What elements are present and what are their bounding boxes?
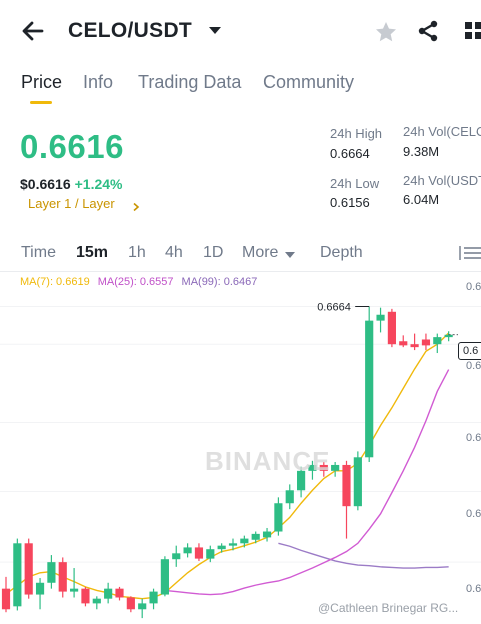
ma25-label: MA(25): 0.6557 [97,276,174,288]
candle-body [240,538,249,544]
candle-body [70,588,79,592]
candle-body [285,490,294,504]
star-icon[interactable] [374,20,398,44]
tab-trading-data[interactable]: Trading Data [138,72,242,92]
candle-body [376,314,385,321]
share-icon[interactable] [416,19,440,43]
chart-canvas[interactable]: 0.6664 [0,290,481,624]
high-label: 24h High [330,126,383,141]
high-marker-label: 0.6664 [317,301,351,313]
low-value: 0.6156 [330,195,370,210]
interval-time[interactable]: Time [21,244,56,261]
candle-body [104,588,113,599]
ma25-line [164,369,450,596]
candle-body [262,531,272,538]
candle-body [172,553,181,560]
dropdown-caret-icon[interactable] [207,22,223,38]
tab-price[interactable]: Price [21,72,63,92]
category-tag[interactable]: Layer 1 / Layer [28,196,115,211]
candle-body [58,562,67,592]
interval-4h[interactable]: 4h [165,244,183,261]
candle-body [13,543,22,607]
candle-body [387,311,396,345]
candle-body [24,543,33,595]
pair-title[interactable]: CELO/USDT [68,19,193,42]
grid-icon[interactable] [464,21,481,41]
interval-more[interactable]: More [242,244,279,261]
ma99-label: MA(99): 0.6467 [181,276,258,288]
candle-body [47,562,56,583]
active-tab-indicator [30,101,52,104]
candle-body [421,339,431,346]
candle-body [35,582,45,595]
candle-body [126,597,135,610]
candle-body [149,591,158,604]
candle-body [274,503,283,532]
candle-body [194,547,204,559]
depth-tab[interactable]: Depth [320,244,363,261]
candle-body [433,337,442,345]
candle-body [251,533,260,540]
ma7-label: MA(7): 0.6619 [20,276,90,288]
candle-body [115,588,124,598]
ma-legend: MA(7): 0.6619 MA(25): 0.6557 MA(99): 0.646… [20,276,257,288]
watermark: BINANCE [205,446,331,476]
last-price: 0.6616 [20,128,124,165]
tab-community[interactable]: Community [263,72,355,92]
fiat-price-row: $0.6616 +1.24% [20,176,122,192]
vol-quote-label: 24h Vol(USDT) [403,173,481,188]
candle-body [217,545,226,550]
candle-body [183,547,192,554]
more-caret-icon[interactable] [285,246,295,258]
fiat-price: $0.6616 [20,176,71,192]
candle-body [297,470,306,491]
candle-body [308,464,317,471]
candle-body [138,603,147,610]
candle-body [444,334,453,338]
ma7-line [5,332,450,600]
candle-body [228,543,238,546]
candle-body [1,588,11,610]
current-price-marker: 0.6 [458,342,481,360]
high-value: 0.6664 [330,146,370,161]
tab-info[interactable]: Info [83,72,114,92]
interval-15m[interactable]: 15m [76,244,109,261]
interval-1d[interactable]: 1D [203,244,224,261]
vol-quote-value: 6.04M [403,192,440,207]
candle-body [399,341,408,346]
candle-body [206,549,215,559]
candle-body [81,588,90,604]
back-arrow-icon[interactable] [18,16,48,46]
candle-body [365,320,374,458]
low-label: 24h Low [330,176,380,191]
vol-base-label: 24h Vol(CELO) [403,124,481,139]
interval-bar: Time 15m 1h 4h 1D More Depth [0,232,481,272]
chart-settings-icon[interactable] [456,243,481,263]
candle-body [353,457,362,507]
top-bar: CELO/USDT [0,0,481,62]
chevron-right-icon[interactable] [131,199,141,212]
candle-body [92,598,101,604]
credit-text: @Cathleen Brinegar RG... [318,601,459,615]
candle-body [331,464,340,471]
candle-body [319,464,328,471]
axis-tick-label: 0.6 [466,583,481,595]
vol-base-value: 9.38M [403,144,440,159]
candlestick-chart[interactable]: 0.6664 [0,290,481,624]
axis-tick-label: 0.6 [466,281,481,293]
candle-body [410,344,419,348]
axis-tick-label: 0.6 [466,360,481,372]
candle-body [342,464,351,507]
axis-tick-label: 0.6 [466,432,481,444]
candle-body [160,559,169,595]
price-change: +1.24% [74,176,123,192]
interval-1h[interactable]: 1h [128,244,146,261]
axis-tick-label: 0.6 [466,508,481,520]
section-tabs: Price Info Trading Data Community [0,62,481,104]
ma99-line [278,542,449,569]
divider [0,271,481,272]
